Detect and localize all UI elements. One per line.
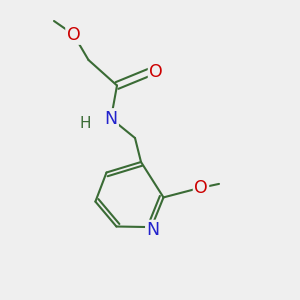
Text: O: O <box>149 63 163 81</box>
Text: N: N <box>146 221 160 239</box>
Text: O: O <box>67 26 80 44</box>
Text: H: H <box>80 116 91 130</box>
Text: O: O <box>194 179 208 197</box>
Text: N: N <box>104 110 118 128</box>
